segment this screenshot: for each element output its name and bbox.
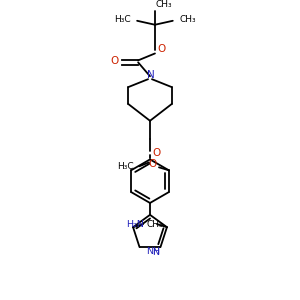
Text: H₂N: H₂N [126, 220, 144, 229]
Text: CH₃: CH₃ [179, 15, 196, 24]
Text: O: O [158, 44, 166, 53]
Text: O: O [148, 159, 156, 170]
Text: H₃C: H₃C [114, 15, 130, 24]
Text: O: O [153, 148, 161, 158]
Text: CH₃: CH₃ [155, 0, 172, 9]
Text: N: N [147, 70, 155, 80]
Text: NH: NH [146, 247, 161, 256]
Text: H₃C: H₃C [117, 162, 134, 171]
Text: CH₃: CH₃ [146, 220, 163, 229]
Text: O: O [110, 56, 118, 66]
Text: N: N [152, 248, 159, 256]
